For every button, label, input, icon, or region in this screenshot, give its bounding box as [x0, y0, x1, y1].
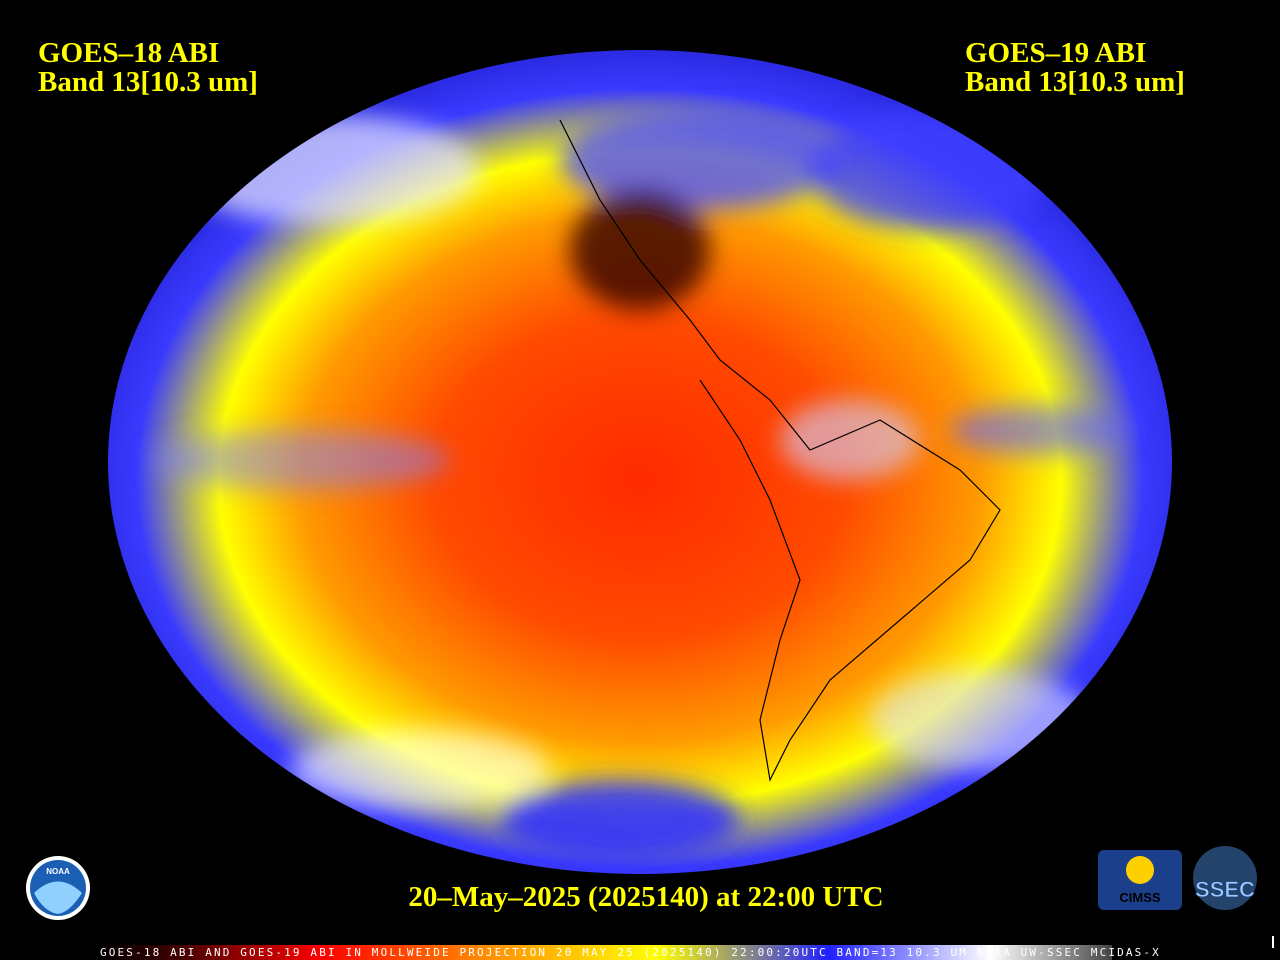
noaa-logo: NOAA — [26, 856, 90, 920]
ssec-logo: SSEC — [1193, 846, 1257, 910]
coastline — [559, 119, 1001, 782]
ssec-label: SSEC — [1195, 877, 1255, 902]
globe — [108, 50, 1172, 874]
right-band: Band 13[10.3 um] — [965, 66, 1185, 98]
left-title: GOES–18 ABI — [38, 37, 219, 69]
cimss-logo: CIMSS — [1098, 850, 1182, 910]
noaa-label: NOAA — [46, 867, 70, 876]
left-band: Band 13[10.3 um] — [38, 66, 258, 98]
footer-caption: GOES-18 ABI AND GOES-19 ABI IN MOLLWEIDE… — [100, 946, 1160, 959]
tick — [1272, 936, 1274, 948]
cloud-features — [150, 110, 1130, 860]
right-title: GOES–19 ABI — [965, 37, 1146, 69]
cimss-label: CIMSS — [1119, 890, 1161, 905]
color-bar — [100, 945, 1112, 960]
timestamp: 20–May–2025 (2025140) at 22:00 UTC — [408, 881, 883, 913]
